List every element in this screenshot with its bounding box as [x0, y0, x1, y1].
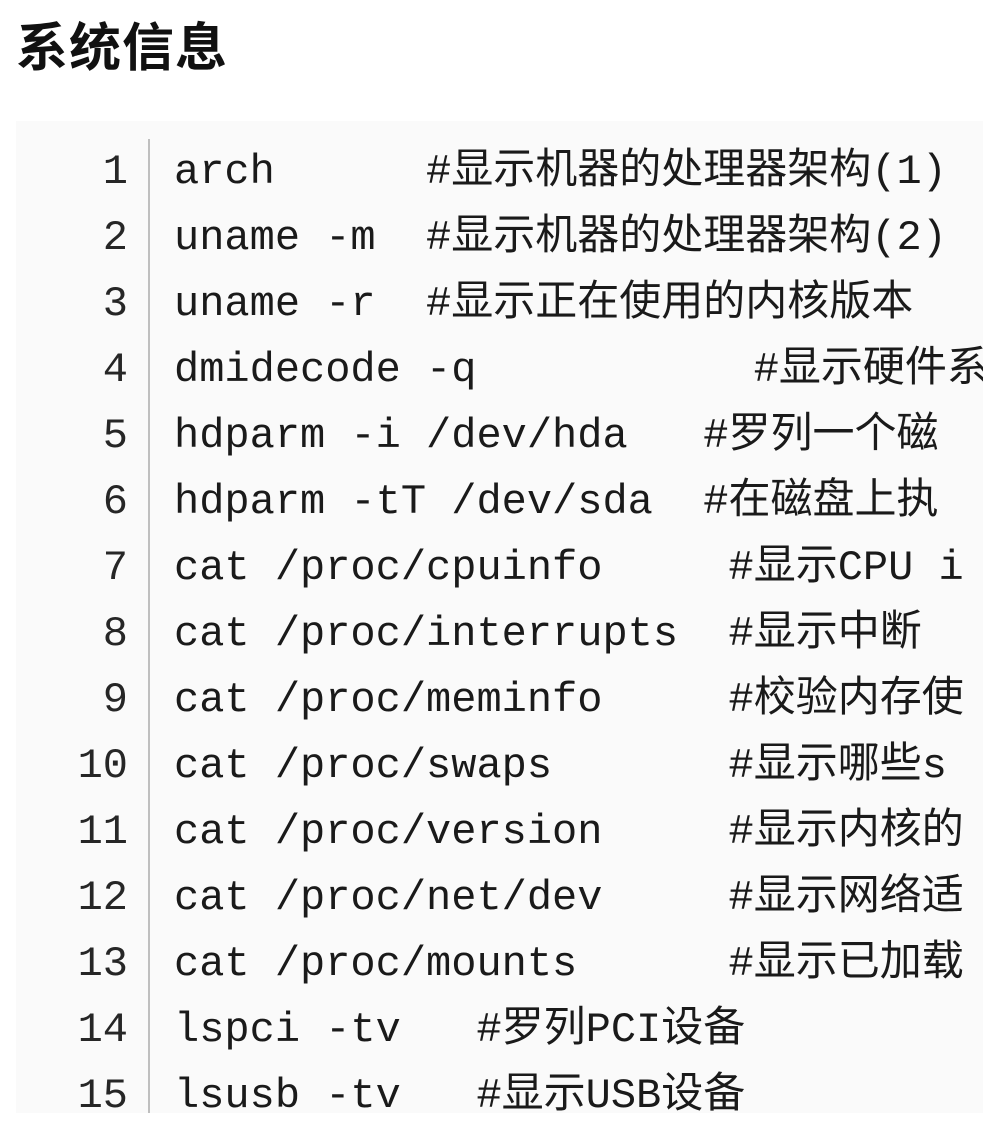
- code-text: uname -r #显示正在使用的内核版本: [148, 271, 983, 337]
- code-block: 1arch #显示机器的处理器架构(1)2uname -m #显示机器的处理器架…: [16, 121, 983, 1113]
- code-text: cat /proc/net/dev #显示网络适: [148, 865, 983, 931]
- code-line: 7cat /proc/cpuinfo #显示CPU i: [16, 535, 983, 601]
- page: 系统信息 1arch #显示机器的处理器架构(1)2uname -m #显示机器…: [0, 6, 999, 1113]
- line-number: 12: [16, 874, 148, 922]
- line-number: 15: [16, 1072, 148, 1113]
- code-line: 8cat /proc/interrupts #显示中断: [16, 601, 983, 667]
- code-line: 1arch #显示机器的处理器架构(1): [16, 139, 983, 205]
- code-line: 4dmidecode -q #显示硬件系: [16, 337, 983, 403]
- code-line: 10cat /proc/swaps #显示哪些s: [16, 733, 983, 799]
- code-line: 14lspci -tv #罗列PCI设备: [16, 997, 983, 1063]
- section-heading: 系统信息: [16, 6, 983, 81]
- code-text: cat /proc/swaps #显示哪些s: [148, 733, 983, 799]
- line-number: 8: [16, 610, 148, 658]
- line-number: 10: [16, 742, 148, 790]
- code-text: hdparm -tT /dev/sda #在磁盘上执: [148, 469, 983, 535]
- code-text: cat /proc/meminfo #校验内存使: [148, 667, 983, 733]
- code-text: lsusb -tv #显示USB设备: [148, 1063, 983, 1113]
- code-line: 15lsusb -tv #显示USB设备: [16, 1063, 983, 1113]
- line-number: 14: [16, 1006, 148, 1054]
- code-text: cat /proc/interrupts #显示中断: [148, 601, 983, 667]
- code-text: lspci -tv #罗列PCI设备: [148, 997, 983, 1063]
- line-number: 13: [16, 940, 148, 988]
- line-number: 4: [16, 346, 148, 394]
- code-line: 13cat /proc/mounts #显示已加载: [16, 931, 983, 997]
- line-number: 7: [16, 544, 148, 592]
- code-text: cat /proc/cpuinfo #显示CPU i: [148, 535, 983, 601]
- code-line: 5hdparm -i /dev/hda #罗列一个磁: [16, 403, 983, 469]
- code-line: 12cat /proc/net/dev #显示网络适: [16, 865, 983, 931]
- code-line: 9cat /proc/meminfo #校验内存使: [16, 667, 983, 733]
- line-number: 11: [16, 808, 148, 856]
- line-number: 9: [16, 676, 148, 724]
- line-number: 5: [16, 412, 148, 460]
- code-text: arch #显示机器的处理器架构(1): [148, 139, 983, 205]
- code-text: cat /proc/version #显示内核的: [148, 799, 983, 865]
- line-number: 6: [16, 478, 148, 526]
- code-text: cat /proc/mounts #显示已加载: [148, 931, 983, 997]
- code-line: 3uname -r #显示正在使用的内核版本: [16, 271, 983, 337]
- line-number: 3: [16, 280, 148, 328]
- code-line: 6hdparm -tT /dev/sda #在磁盘上执: [16, 469, 983, 535]
- code-text: uname -m #显示机器的处理器架构(2): [148, 205, 983, 271]
- code-line: 11cat /proc/version #显示内核的: [16, 799, 983, 865]
- code-text: hdparm -i /dev/hda #罗列一个磁: [148, 403, 983, 469]
- code-text: dmidecode -q #显示硬件系: [148, 337, 983, 403]
- line-number: 1: [16, 148, 148, 196]
- line-number: 2: [16, 214, 148, 262]
- code-line: 2uname -m #显示机器的处理器架构(2): [16, 205, 983, 271]
